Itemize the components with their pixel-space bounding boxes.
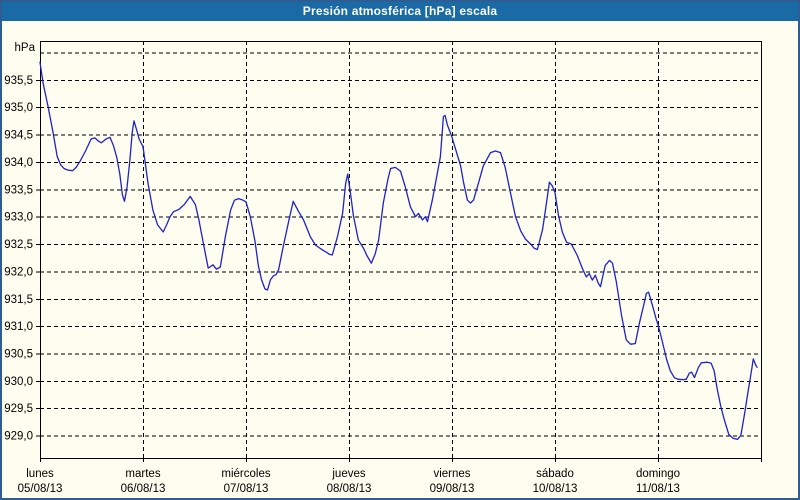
x-tick-date: 11/08/13 xyxy=(636,483,680,495)
title-bar: Presión atmosférica [hPa] escala xyxy=(2,2,798,21)
y-tick-label: 933,5 xyxy=(4,184,33,196)
x-tick-date: 07/08/13 xyxy=(224,483,269,495)
x-tick-weekday: sábado xyxy=(536,468,574,480)
x-tick-date: 09/08/13 xyxy=(430,483,475,495)
pressure-line xyxy=(39,61,758,441)
y-tick-label: 932,0 xyxy=(4,266,33,278)
chart-title: Presión atmosférica [hPa] escala xyxy=(302,4,498,18)
y-tick-label: 935,0 xyxy=(4,102,33,114)
x-tick-weekday: viernes xyxy=(433,468,470,480)
y-tick-label: 933,0 xyxy=(4,212,33,224)
y-tick-label: 931,5 xyxy=(4,294,33,306)
x-tick-weekday: miércoles xyxy=(221,468,270,480)
y-tick-label: 931,0 xyxy=(4,321,33,333)
y-axis-unit-label: hPa xyxy=(15,42,36,54)
y-tick-label: 935,5 xyxy=(4,75,33,87)
v-gridlines xyxy=(143,41,659,458)
x-tick-date: 06/08/13 xyxy=(121,483,166,495)
x-tick-weekday: domingo xyxy=(636,468,680,480)
h-gridlines xyxy=(40,52,761,437)
y-tick-label: 934,5 xyxy=(4,130,33,142)
y-tick-label: 934,0 xyxy=(4,157,33,169)
x-tick-weekday: jueves xyxy=(331,468,365,480)
x-tick-date: 08/08/13 xyxy=(327,483,372,495)
x-axis: lunes 05/08/13 martes 06/08/13 miércoles 07/0… xyxy=(18,458,762,495)
x-tick-weekday: martes xyxy=(125,468,160,480)
y-tick-label: 929,5 xyxy=(4,403,33,415)
x-tick-date: 10/08/13 xyxy=(533,483,578,495)
y-axis: 935,5 935,0 934,5 934,0 933,5 933,0 932,5 932,0… xyxy=(4,42,40,443)
y-tick-label: 929,0 xyxy=(4,431,33,443)
y-tick-label: 930,5 xyxy=(4,348,33,360)
x-tick-weekday: lunes xyxy=(26,468,54,480)
y-tick-label: 932,5 xyxy=(4,239,33,251)
plot-border xyxy=(40,41,762,459)
y-tick-label: 930,0 xyxy=(4,376,33,388)
x-tick-date: 05/08/13 xyxy=(18,483,63,495)
